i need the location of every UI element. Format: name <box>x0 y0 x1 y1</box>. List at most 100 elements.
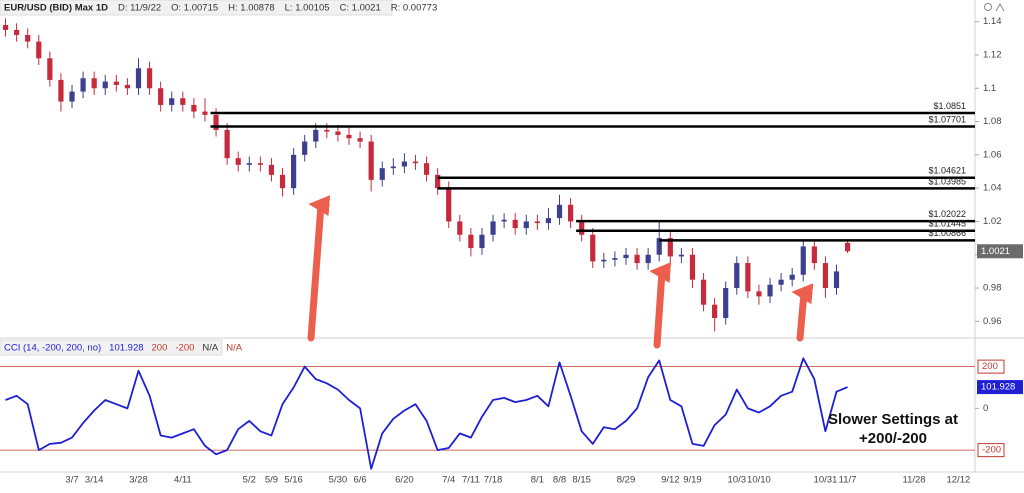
candle-body <box>313 129 319 142</box>
cci-line <box>5 357 848 470</box>
candle-body <box>545 218 552 224</box>
ohlc-info: C: 1.0021 <box>340 3 381 14</box>
candle-body <box>446 188 452 222</box>
ohlc-info: R: 0.00773 <box>391 3 437 14</box>
candle-body <box>135 68 142 89</box>
candle-body <box>678 254 684 257</box>
y-tick-label: 1.08 <box>983 116 1002 127</box>
candle-body <box>291 154 297 189</box>
candle-body <box>368 141 374 180</box>
candle-body <box>14 29 20 35</box>
candle-body <box>91 78 97 89</box>
candle-body <box>58 79 64 102</box>
candle-body <box>623 254 629 259</box>
annotation: Slower Settings at <box>828 411 958 428</box>
x-tick-label: 3/7 <box>65 475 78 486</box>
candle-body <box>412 161 419 164</box>
arrow <box>649 262 672 349</box>
candle-body <box>567 204 574 222</box>
candle-body <box>523 221 529 229</box>
candle-body <box>346 134 352 139</box>
x-tick-label: 3/28 <box>129 475 148 486</box>
candle-body <box>534 221 540 224</box>
ohlc-info: O: 1.00715 <box>171 3 218 14</box>
legend-extra: N/A <box>226 343 243 354</box>
x-tick-label: 10/31 <box>814 475 838 486</box>
cci-level-tag <box>977 443 1005 458</box>
candle-body <box>202 111 208 115</box>
candle-body <box>423 163 430 175</box>
candle-body <box>700 279 707 305</box>
header-bar <box>0 0 393 16</box>
settings-icon[interactable] <box>984 3 992 11</box>
candle-body <box>811 246 817 264</box>
candle-body <box>712 304 718 319</box>
price-level-label: $1.07701 <box>928 114 966 124</box>
y-tick-label: 1.06 <box>983 149 1002 160</box>
candle-body <box>556 204 563 219</box>
candle-body <box>102 81 108 89</box>
x-tick-label: 11/28 <box>903 475 926 486</box>
candle-body <box>80 78 86 92</box>
x-tick-label: 10/10 <box>747 475 771 486</box>
candle-body <box>47 58 53 80</box>
candle-body <box>745 263 751 292</box>
x-tick-label: 5/9 <box>265 475 278 486</box>
candle-body <box>2 24 9 30</box>
candle-body <box>645 254 651 264</box>
last-price-label: 1.0021 <box>981 246 1010 257</box>
candle-body <box>235 158 241 165</box>
candle-body <box>723 288 729 319</box>
legend-name: CCI (14, -200, 200, no) <box>4 343 101 354</box>
chart-title: EUR/USD (BID) Max 1D <box>4 3 108 14</box>
candle-body <box>601 259 607 262</box>
cci-level-tag <box>977 359 1005 374</box>
candle-body <box>401 161 408 167</box>
x-tick-label: 5/30 <box>329 475 348 486</box>
candle-body <box>612 258 618 260</box>
candle-body <box>468 234 474 249</box>
candle-body <box>113 81 119 85</box>
candle-body <box>833 271 840 289</box>
ohlc-info: H: 1.00878 <box>228 3 274 14</box>
x-tick-label: 9/19 <box>683 475 702 486</box>
x-tick-label: 9/12 <box>661 475 680 486</box>
candle-body <box>479 234 485 249</box>
legend-level: -200 <box>175 343 194 354</box>
y-tick-label: 0.96 <box>983 316 1002 327</box>
candle-body <box>146 68 153 89</box>
scale-icon[interactable] <box>995 2 1005 12</box>
candle-body <box>36 41 42 59</box>
x-tick-label: 8/1 <box>531 475 544 486</box>
candle-body <box>435 174 441 189</box>
candle-body <box>191 104 197 112</box>
candle-body <box>180 98 186 105</box>
price-level-label: $1.03985 <box>928 176 966 186</box>
legend-value: 101.928 <box>109 343 143 354</box>
price-level-label: $1.04621 <box>928 166 966 176</box>
price-level-label: $1.00866 <box>928 228 966 238</box>
price-level-label: $1.01445 <box>928 219 966 229</box>
ohlc-info: L: 1.00105 <box>285 3 330 14</box>
candle-body <box>69 91 75 102</box>
x-tick-label: 7/11 <box>462 475 480 486</box>
x-tick-label: 6/6 <box>353 475 366 486</box>
cci-value-label: 101.928 <box>981 382 1015 393</box>
cci-level-label: -200 <box>982 445 1001 456</box>
candle-body <box>778 279 784 285</box>
annotation: +200/-200 <box>859 430 927 447</box>
x-tick-label: 8/29 <box>617 475 636 486</box>
candle-body <box>302 141 308 155</box>
arrow <box>791 283 814 342</box>
candle-body <box>590 234 596 262</box>
candle-body <box>634 254 640 264</box>
candle-body <box>579 221 585 235</box>
cci-legend-bar <box>0 339 223 356</box>
candle-body <box>767 284 773 297</box>
ohlc-info: D: 11/9/22 <box>118 3 161 14</box>
candle-body <box>734 263 740 289</box>
candle-body <box>158 88 164 105</box>
x-tick-label: 3/14 <box>85 475 104 486</box>
candle-body <box>844 242 851 252</box>
